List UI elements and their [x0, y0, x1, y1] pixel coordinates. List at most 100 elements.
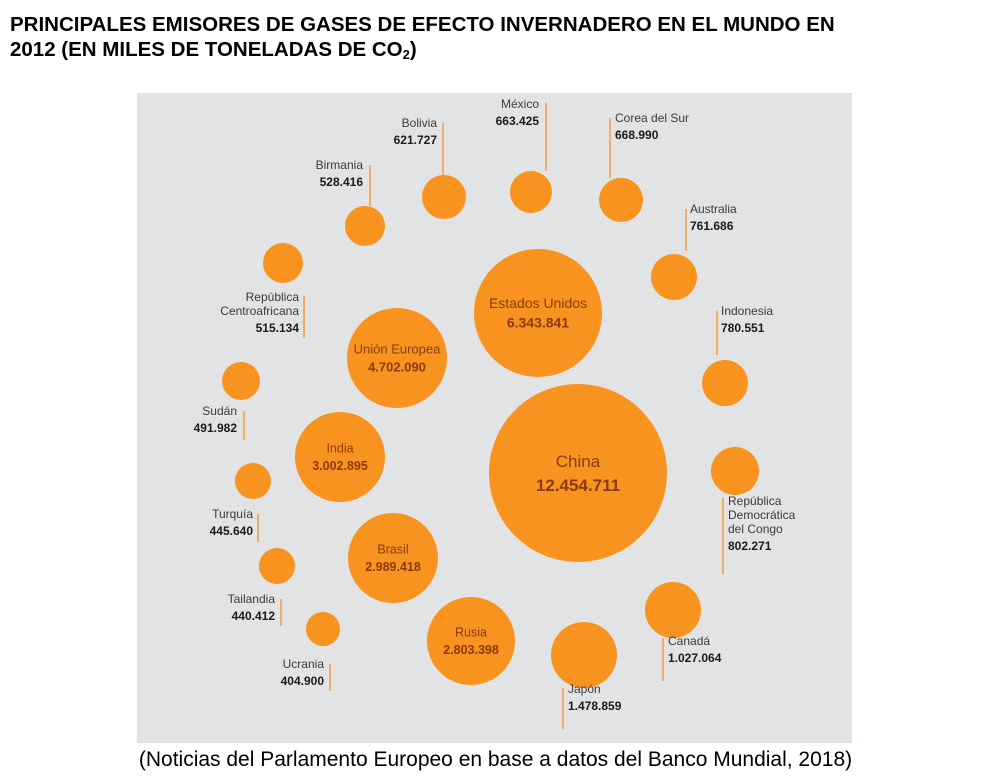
- bubble-group-mexico: México 663.425: [496, 97, 552, 213]
- label-name-canada: Canadá: [668, 634, 710, 648]
- label-name-australia: Australia: [690, 202, 737, 216]
- label-value-sudan: 491.982: [194, 421, 238, 435]
- title-line-1: PRINCIPALES EMISORES DE GASES DE EFECTO …: [10, 13, 835, 36]
- bubble-group-sudan: Sudán 491.982: [194, 362, 260, 440]
- bubble-group-ucrania: Ucrania 404.900: [281, 612, 340, 691]
- label-name-tailandia: Tailandia: [228, 592, 276, 606]
- bubble-indonesia: [702, 360, 748, 406]
- bubble-group-brasil: Brasil 2.989.418: [348, 513, 438, 603]
- label-name-india: India: [326, 442, 353, 456]
- bubble-group-india: India 3.002.895: [295, 412, 385, 502]
- label-name-republica-centroafricana: República Centroafricana: [220, 290, 299, 318]
- bubble-group-birmania: Birmania 528.416: [316, 158, 385, 246]
- bubble-republica-democratica-del-congo: [711, 447, 759, 495]
- bubble-estados-unidos: [474, 249, 602, 377]
- label-value-bolivia: 621.727: [394, 133, 438, 147]
- label-name-republica-democratica-del-congo: República Democrática del Congo: [728, 494, 796, 536]
- label-value-rusia: 2.803.398: [443, 643, 499, 657]
- label-value-tailandia: 440.412: [232, 609, 276, 623]
- label-value-ucrania: 404.900: [281, 674, 325, 688]
- label-name-china: China: [556, 452, 601, 471]
- source-note: (Noticias del Parlamento Europeo en base…: [138, 748, 853, 771]
- label-name-line-indonesia: Indonesia: [721, 304, 773, 318]
- bubble-brasil: [348, 513, 438, 603]
- label-name-birmania: Birmania: [316, 158, 364, 172]
- label-name-estados-unidos: Estados Unidos: [489, 295, 587, 311]
- label-name-rusia: Rusia: [455, 626, 487, 640]
- label-value-estados-unidos: 6.343.841: [507, 315, 569, 331]
- label-name-line-bolivia: Bolivia: [402, 116, 438, 130]
- title-line-2: 2012 (EN MILES DE TONELADAS DE CO: [10, 38, 403, 61]
- bubble-group-corea-del-sur: Corea del Sur 668.990: [599, 111, 689, 222]
- bubble-canada: [645, 582, 701, 638]
- label-value-china: 12.454.711: [536, 476, 620, 495]
- label-name-line-republica-centroafricana: Centroafricana: [220, 304, 299, 318]
- bubble-india: [295, 412, 385, 502]
- label-name-ucrania: Ucrania: [283, 657, 325, 671]
- label-value-republica-centroafricana: 515.134: [256, 321, 300, 335]
- bubble-china: [489, 384, 667, 562]
- label-name-line-sudan: Sudán: [202, 404, 237, 418]
- bubble-bolivia: [422, 175, 466, 219]
- bubble-group-indonesia: Indonesia 780.551: [702, 304, 773, 406]
- label-name-line-ucrania: Ucrania: [283, 657, 325, 671]
- label-value-mexico: 663.425: [496, 114, 540, 128]
- label-name-line-canada: Canadá: [668, 634, 710, 648]
- bubble-group-estados-unidos: Estados Unidos 6.343.841: [474, 249, 602, 377]
- title-line-2-end: ): [409, 38, 417, 61]
- bubble-australia: [651, 254, 697, 300]
- bubble-group-bolivia: Bolivia 621.727: [394, 116, 466, 219]
- bubble-group-republica-democratica-del-congo: República Democrática del Congo 802.271: [711, 447, 796, 574]
- label-value-union-europea: 4.702.090: [368, 360, 426, 375]
- label-value-australia: 761.686: [690, 219, 734, 233]
- label-name-line-mexico: México: [501, 97, 539, 111]
- bubble-group-rusia: Rusia 2.803.398: [427, 597, 515, 685]
- label-name-line-australia: Australia: [690, 202, 737, 216]
- label-name-bolivia: Bolivia: [402, 116, 438, 130]
- bubble-group-china: China 12.454.711: [489, 384, 667, 562]
- chart-title: PRINCIPALES EMISORES DE GASES DE EFECTO …: [10, 12, 985, 67]
- bubble-republica-centroafricana: [263, 243, 303, 283]
- label-value-indonesia: 780.551: [721, 321, 765, 335]
- label-name-line-republica-democratica-del-congo: República: [728, 494, 782, 508]
- bubble-rusia: [427, 597, 515, 685]
- bubble-tailandia: [259, 548, 295, 584]
- label-name-japon: Japón: [568, 682, 601, 696]
- bubble-group-republica-centroafricana: República Centroafricana 515.134: [220, 243, 305, 338]
- bubble-chart: China 12.454.711 Estados Unidos 6.343.841 Un…: [137, 93, 852, 743]
- label-value-birmania: 528.416: [320, 175, 364, 189]
- label-name-union-europea: Unión Europea: [354, 341, 441, 356]
- bubble-union-europea: [347, 308, 447, 408]
- bubble-ucrania: [306, 612, 340, 646]
- bubble-group-tailandia: Tailandia 440.412: [228, 548, 295, 626]
- label-name-line-republica-centroafricana: República: [246, 290, 300, 304]
- label-name-line-tailandia: Tailandia: [228, 592, 276, 606]
- label-name-turquia: Turquía: [212, 507, 253, 521]
- bubble-mexico: [510, 171, 552, 213]
- label-value-brasil: 2.989.418: [365, 560, 421, 574]
- label-name-mexico: México: [501, 97, 539, 111]
- label-value-republica-democratica-del-congo: 802.271: [728, 539, 772, 553]
- bubble-corea-del-sur: [599, 178, 643, 222]
- bubble-sudan: [222, 362, 260, 400]
- label-name-sudan: Sudán: [202, 404, 237, 418]
- label-value-india: 3.002.895: [312, 459, 368, 473]
- bubble-group-australia: Australia 761.686: [651, 202, 737, 300]
- bubble-group-turquia: Turquía 445.640: [210, 463, 271, 542]
- bubble-group-canada: Canadá 1.027.064: [645, 582, 722, 681]
- label-name-line-republica-democratica-del-congo: Democrática: [728, 508, 796, 522]
- label-name-line-birmania: Birmania: [316, 158, 364, 172]
- bubble-group-japon: Japón 1.478.859: [551, 622, 622, 729]
- bubble-birmania: [345, 206, 385, 246]
- label-value-japon: 1.478.859: [568, 699, 622, 713]
- label-name-line-corea-del-sur: Corea del Sur: [615, 111, 689, 125]
- bubble-group-union-europea: Unión Europea 4.702.090: [347, 308, 447, 408]
- title-subscript: 2: [402, 47, 410, 62]
- label-name-corea-del-sur: Corea del Sur: [615, 111, 689, 125]
- label-name-brasil: Brasil: [377, 543, 408, 557]
- bubble-turquia: [235, 463, 271, 499]
- label-value-corea-del-sur: 668.990: [615, 128, 659, 142]
- label-name-line-turquia: Turquía: [212, 507, 253, 521]
- label-value-canada: 1.027.064: [668, 651, 722, 665]
- label-name-indonesia: Indonesia: [721, 304, 773, 318]
